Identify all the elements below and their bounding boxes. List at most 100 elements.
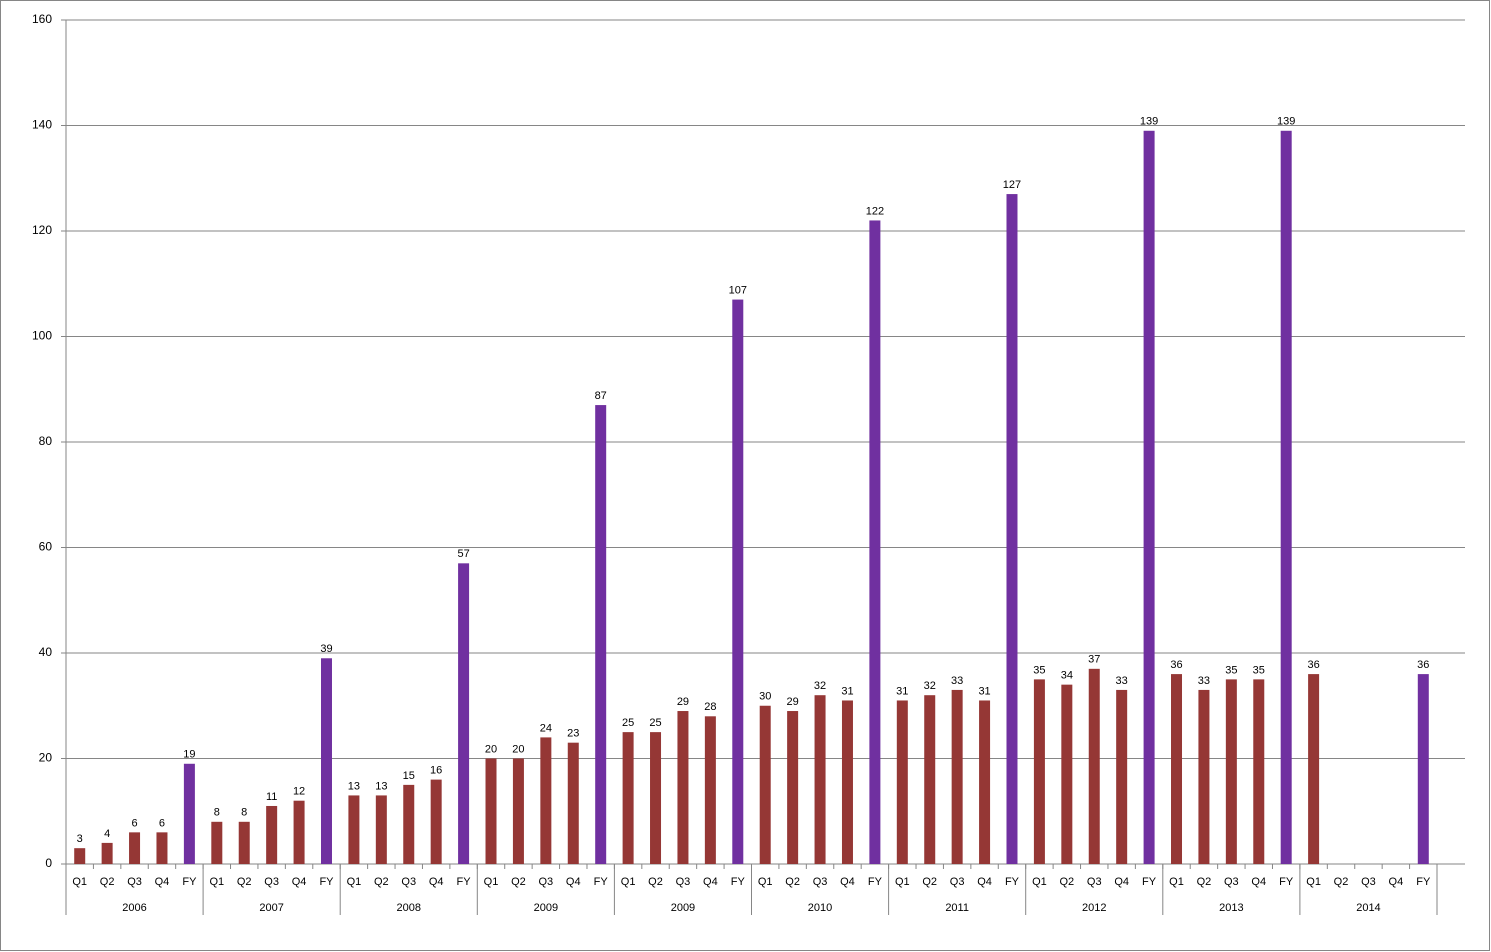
data-label: 15	[403, 770, 415, 782]
group-label: 2014	[1356, 902, 1380, 914]
bar	[101, 842, 113, 864]
bar	[787, 711, 799, 864]
x-tick-label: Q4	[1114, 876, 1129, 888]
bar	[841, 700, 853, 864]
x-tick-label: Q1	[347, 876, 362, 888]
bar	[814, 695, 826, 864]
data-label: 35	[1253, 664, 1265, 676]
x-tick-label: FY	[182, 876, 197, 888]
x-tick-label: Q4	[1251, 876, 1266, 888]
data-label: 4	[104, 828, 110, 840]
data-label: 3	[77, 833, 83, 845]
x-tick-label: Q2	[1197, 876, 1212, 888]
x-tick-label: FY	[1416, 876, 1431, 888]
data-label: 87	[595, 390, 607, 402]
data-label: 20	[512, 743, 524, 755]
x-tick-label: Q2	[785, 876, 800, 888]
data-label: 139	[1277, 116, 1295, 128]
data-label: 34	[1061, 670, 1073, 682]
data-label: 57	[457, 548, 469, 560]
x-tick-label: Q3	[1087, 876, 1102, 888]
bar	[869, 220, 881, 864]
bar	[704, 716, 716, 864]
bar	[238, 821, 250, 864]
data-label: 29	[787, 696, 799, 708]
data-label: 24	[540, 722, 552, 734]
bar	[540, 737, 552, 864]
bar	[677, 711, 689, 864]
bar	[595, 405, 607, 864]
x-tick-label: FY	[1005, 876, 1020, 888]
x-tick-label: Q2	[1059, 876, 1074, 888]
group-label: 2010	[808, 902, 832, 914]
bar	[567, 742, 579, 864]
x-tick-label: FY	[731, 876, 746, 888]
x-tick-label: Q2	[237, 876, 252, 888]
data-label: 107	[729, 284, 747, 296]
x-tick-label: Q4	[155, 876, 170, 888]
bar	[622, 732, 634, 864]
bar	[293, 800, 305, 864]
data-label: 33	[1116, 675, 1128, 687]
data-label: 25	[649, 717, 661, 729]
data-label: 16	[430, 765, 442, 777]
x-tick-label: Q3	[813, 876, 828, 888]
data-label: 31	[841, 685, 853, 697]
data-label: 37	[1088, 654, 1100, 666]
bar	[348, 795, 360, 864]
data-label: 11	[266, 791, 277, 803]
data-label: 122	[866, 205, 884, 217]
x-tick-label: Q3	[676, 876, 691, 888]
bar	[1143, 130, 1155, 864]
y-tick-label: 140	[32, 118, 52, 132]
data-label: 39	[320, 643, 332, 655]
x-tick-label: Q3	[264, 876, 279, 888]
bar	[1116, 689, 1128, 864]
x-tick-label: Q4	[1389, 876, 1404, 888]
y-tick-label: 120	[32, 223, 52, 237]
data-label: 25	[622, 717, 634, 729]
data-label: 33	[951, 675, 963, 687]
data-label: 8	[214, 807, 220, 819]
group-label: 2007	[259, 902, 283, 914]
x-tick-label: Q4	[840, 876, 855, 888]
data-label: 30	[759, 691, 771, 703]
bar	[430, 779, 442, 864]
y-tick-label: 60	[39, 540, 53, 554]
x-tick-label: Q1	[484, 876, 499, 888]
data-label: 29	[677, 696, 689, 708]
x-tick-label: Q2	[922, 876, 937, 888]
y-tick-label: 160	[32, 12, 52, 26]
bar	[732, 299, 744, 864]
x-tick-label: Q1	[1169, 876, 1184, 888]
x-tick-label: Q1	[621, 876, 636, 888]
x-tick-label: Q4	[292, 876, 307, 888]
x-tick-label: Q1	[72, 876, 87, 888]
data-label: 31	[978, 685, 990, 697]
bar	[403, 784, 415, 864]
bar	[1225, 679, 1237, 864]
x-tick-label: Q4	[429, 876, 444, 888]
x-tick-label: Q3	[950, 876, 965, 888]
bar	[129, 832, 141, 864]
y-tick-label: 100	[32, 329, 52, 343]
data-label: 32	[814, 680, 826, 692]
bar	[1308, 674, 1320, 864]
bar	[74, 848, 86, 864]
y-tick-label: 0	[45, 856, 52, 870]
bar	[485, 758, 497, 864]
data-label: 33	[1198, 675, 1210, 687]
x-tick-label: Q1	[758, 876, 773, 888]
x-tick-label: Q4	[977, 876, 992, 888]
bar	[211, 821, 223, 864]
bar	[650, 732, 662, 864]
data-label: 28	[704, 701, 716, 713]
x-tick-label: Q2	[374, 876, 389, 888]
bar	[896, 700, 908, 864]
data-label: 20	[485, 743, 497, 755]
x-tick-label: Q4	[566, 876, 581, 888]
group-label: 2006	[122, 902, 146, 914]
x-tick-label: Q3	[539, 876, 554, 888]
